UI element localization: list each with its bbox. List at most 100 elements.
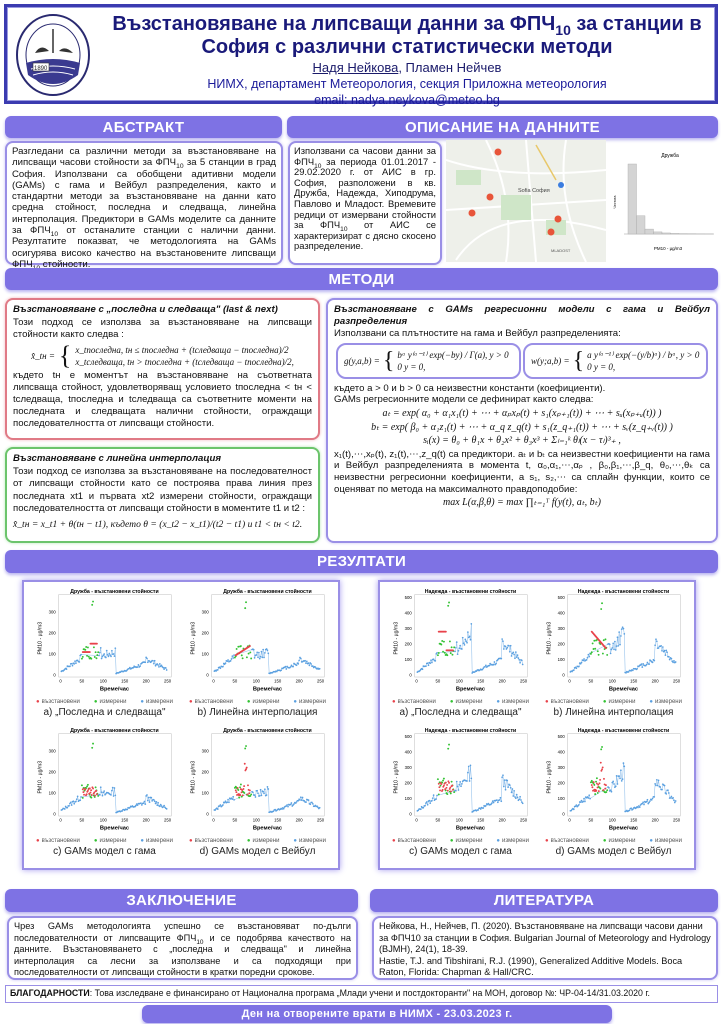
reference-2: Hastie, T.J. and Tibshirani, R.J. (1990)… [379,955,683,978]
measured-series-line [569,626,676,674]
x-tick-label: 50 [435,679,440,684]
restored-point [601,789,604,792]
measured-gap-point [452,646,455,649]
x-tick-label: 0 [212,679,215,684]
y-tick-label: 200 [48,770,56,775]
restored-point [89,791,91,794]
measured-gap-point [450,646,453,649]
measured-gap-point [452,791,455,794]
x-tick-label: 100 [455,679,463,684]
restored-point [238,794,241,797]
chart-title: Надежда - възстановени стойности [424,588,515,595]
poster-header: 1890 Възстановяване на липсващи данни за… [4,4,718,107]
measured-gap-point [81,796,84,799]
y-tick-label: 400 [404,610,412,615]
measured-gap-point [96,651,99,654]
x-tick-label: 250 [519,679,527,684]
x-axis-label: Време/час [99,686,128,692]
chart-legend: ● възстановени ● измерени ● измерени [189,837,326,845]
chart-caption: b) Линейна интерполация [553,707,674,718]
restored-point [247,792,250,795]
measured-gap-point [87,655,90,658]
restored-point [444,781,447,784]
conclusion-text: Чрез GAMs методологията успешно се възст… [7,916,358,980]
legend-entry: ● измерени [246,699,280,705]
chart-title: Дружба - възстановени стойности [223,727,311,734]
restored-point [92,791,95,794]
histogram-druzhba: Дружба PM10 - µg/m3 Честота [613,153,714,251]
measured-gap-point [596,650,599,653]
restored-point [82,793,85,796]
result-chart: Надежда - възстановени стойности 0 100 200 3… [537,586,690,725]
result-chart: Надежда - възстановени стойности 0 100 200 3… [537,725,690,864]
x-tick-label: 250 [316,818,324,823]
method-gams: Възстановяване с GAMs регресионни модели… [326,298,718,543]
y-tick-label: 200 [201,770,209,775]
legend-entry: ● измерени [140,838,173,844]
chart-caption: d) GAMs модел с Вейбул [555,846,672,857]
chart-legend: ● възстановени ● измерени ● измерени [36,698,173,706]
measured-gap-point [592,639,595,642]
chart-caption: a) „Последна и следваща" [43,707,166,718]
measured-series-line [569,763,676,812]
measured-gap-point [440,640,443,642]
restored-point [248,645,251,647]
measured-gap-point [600,602,603,605]
x-tick-label: 50 [588,818,593,823]
equation-b: bₜ = exp( β₀ + α₁z₁(t) + ⋯ + α_q z_q(t) … [371,421,673,433]
histogram-bar [670,233,680,235]
measured-gap-point [436,654,439,657]
x-tick-label: 200 [498,818,506,823]
legend-entry: ● измерени [496,838,529,844]
plot-frame [413,594,528,678]
legend-entry: ● измерени [602,838,636,844]
x-tick-label: 50 [232,679,237,684]
y-axis-label: PM10 - µg/m3 [546,761,552,794]
legend-entry: ● възстановени [36,699,80,705]
measured-gap-point [437,793,440,796]
x-tick-label: 250 [163,818,171,823]
restored-point [602,777,605,780]
section-results: РЕЗУЛТАТИ [5,550,718,573]
measured-gap-point [439,643,442,646]
y-axis-label: PM10 - µg/m3 [190,622,196,655]
x-tick-label: 150 [121,679,129,684]
x-tick-label: 50 [232,818,237,823]
restored-point [441,788,444,791]
section-data: ОПИСАНИЕ НА ДАННИТЕ [287,116,718,138]
histogram-bar [661,232,671,235]
measured-gap-point [442,640,445,643]
legend-entry: ● измерени [293,838,326,844]
measured-gap-point [80,784,83,787]
measured-gap-point [81,655,84,658]
y-tick-label: 100 [557,796,565,801]
x-tick-label: 100 [455,818,463,823]
affiliation: НИМХ, департамент Метеорология, секция П… [207,77,607,91]
measured-gap-point [436,778,439,781]
x-tick-label: 150 [630,818,638,823]
x-tick-label: 100 [252,679,260,684]
x-tick-label: 0 [212,818,215,823]
restored-point [451,649,454,652]
histogram-xlabel: PM10 - µg/m3 [654,246,683,251]
abstract-text: Разгледани са различни методи за възстан… [5,141,283,272]
legend-entry: ● измерени [449,838,483,844]
x-tick-label: 0 [59,679,62,684]
x-tick-label: 200 [651,818,659,823]
x-tick-label: 0 [415,679,418,684]
institute-logo: 1890 [16,14,90,96]
measured-gap-point [95,657,97,660]
measured-gap-point [592,648,594,650]
restored-point [445,783,448,786]
restored-point [601,766,604,769]
restored-point [81,788,84,791]
x-axis-label: Време/час [99,825,128,831]
section-conclusion: ЗАКЛЮЧЕНИЕ [5,889,358,912]
measured-point [318,667,321,670]
measured-gap-point [236,789,239,791]
measured-gap-point [596,791,599,794]
measured-gap-point [249,793,252,796]
chart-caption: b) Линейна интерполация [197,707,318,718]
y-axis-label: PM10 - µg/m3 [393,761,399,794]
chart-legend: ● възстановени ● измерени ● измерени [392,837,529,845]
